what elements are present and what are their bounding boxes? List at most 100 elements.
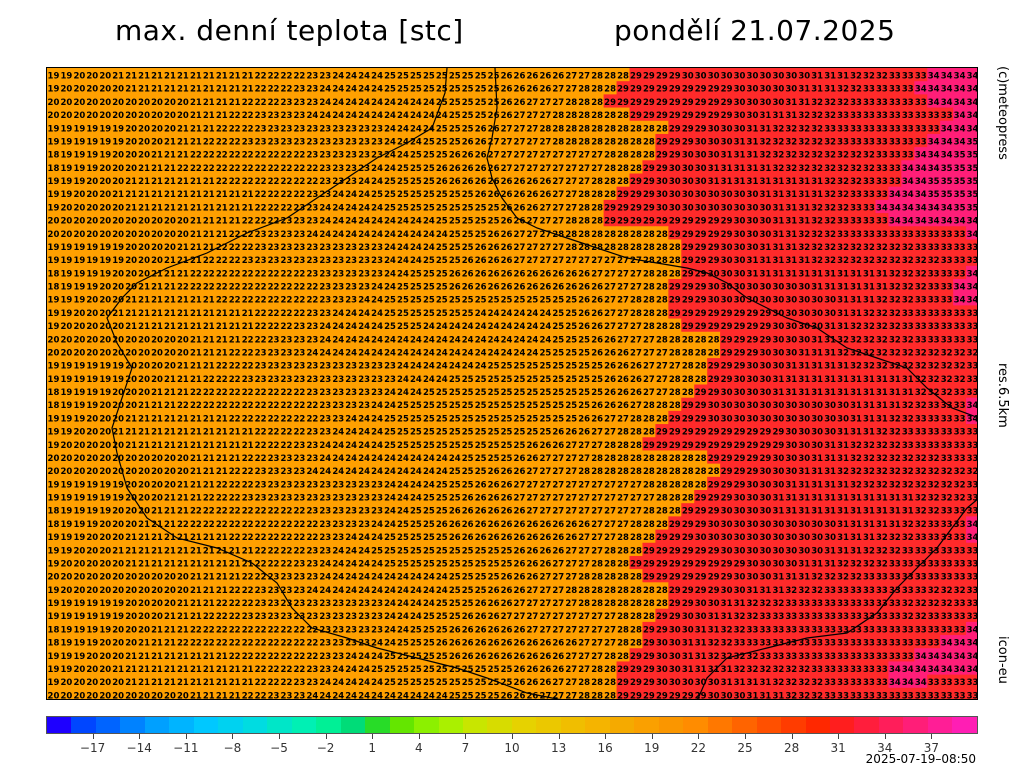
grid-value: 30: [824, 296, 836, 306]
grid-value: 33: [928, 335, 940, 345]
grid-value: 29: [708, 230, 720, 240]
grid-value: 21: [177, 190, 189, 200]
grid-value: 25: [397, 190, 409, 200]
grid-value: 19: [60, 243, 72, 253]
grid-value: 22: [293, 151, 305, 161]
grid-value: 24: [371, 296, 383, 306]
grid-value: 32: [876, 296, 888, 306]
grid-value: 20: [164, 335, 176, 345]
grid-value: 23: [371, 269, 383, 279]
grid-value: 34: [954, 296, 966, 306]
grid-value: 28: [591, 98, 603, 108]
grid-value: 21: [190, 243, 202, 253]
grid-value: 22: [255, 335, 267, 345]
grid-value: 24: [514, 335, 526, 345]
grid-cell: [370, 68, 385, 82]
grid-value: 24: [475, 335, 487, 345]
grid-value: 20: [177, 348, 189, 358]
grid-value: 24: [423, 111, 435, 121]
grid-value: 29: [682, 243, 694, 253]
grid-value: 23: [319, 124, 331, 134]
grid-value: 22: [216, 124, 228, 134]
grid-value: 28: [630, 124, 642, 134]
grid-value: 33: [941, 230, 953, 240]
grid-value: 32: [824, 203, 836, 213]
grid-value: 23: [306, 203, 318, 213]
grid-value: 26: [514, 203, 526, 213]
grid-value: 32: [876, 322, 888, 332]
grid-value: 28: [565, 98, 577, 108]
grid-value: 31: [759, 269, 771, 279]
grid-value: 33: [863, 203, 875, 213]
grid-value: 28: [643, 137, 655, 147]
grid-value: 30: [759, 217, 771, 227]
grid-value: 33: [889, 164, 901, 174]
grid-value: 21: [125, 203, 137, 213]
grid-value: 29: [695, 256, 707, 266]
grid-value: 22: [229, 348, 241, 358]
grid-value: 23: [306, 72, 318, 82]
grid-cell: [124, 68, 139, 82]
grid-value: 22: [255, 72, 267, 82]
grid-value: 32: [824, 243, 836, 253]
grid-value: 25: [397, 322, 409, 332]
grid-value: 22: [293, 190, 305, 200]
grid-value: 23: [319, 164, 331, 174]
grid-value: 25: [423, 164, 435, 174]
grid-value: 34: [954, 111, 966, 121]
grid-value: 23: [371, 256, 383, 266]
grid-value: 23: [319, 269, 331, 279]
grid-value: 30: [798, 72, 810, 82]
grid-value: 33: [967, 309, 978, 319]
grid-value: 20: [138, 98, 150, 108]
grid-value: 26: [475, 256, 487, 266]
grid-value: 21: [190, 85, 202, 95]
grid-value: 34: [954, 137, 966, 147]
grid-value: 23: [306, 98, 318, 108]
grid-value: 23: [242, 137, 254, 147]
grid-value: 22: [281, 309, 293, 319]
grid-value: 29: [617, 203, 629, 213]
grid-value: 34: [954, 85, 966, 95]
grid-value: 21: [112, 309, 124, 319]
grid-value: 31: [850, 283, 862, 293]
grid-value: 31: [772, 269, 784, 279]
grid-value: 29: [682, 85, 694, 95]
grid-value: 25: [436, 217, 448, 227]
grid-value: 32: [915, 256, 927, 266]
grid-value: 25: [475, 72, 487, 82]
grid-value: 21: [203, 177, 215, 187]
grid-value: 34: [915, 203, 927, 213]
grid-cell: [707, 68, 721, 82]
grid-value: 22: [281, 269, 293, 279]
grid-value: 21: [151, 203, 163, 213]
grid-value: 25: [526, 296, 538, 306]
grid-value: 23: [268, 243, 280, 253]
grid-value: 25: [436, 269, 448, 279]
grid-value: 31: [785, 177, 797, 187]
grid-value: 23: [268, 111, 280, 121]
grid-value: 32: [798, 124, 810, 134]
grid-value: 23: [306, 256, 318, 266]
grid-value: 28: [552, 137, 564, 147]
grid-value: 23: [293, 85, 305, 95]
grid-value: 32: [876, 256, 888, 266]
grid-value: 29: [682, 256, 694, 266]
grid-value: 33: [876, 137, 888, 147]
grid-value: 33: [876, 177, 888, 187]
grid-value: 32: [811, 256, 823, 266]
grid-value: 27: [526, 111, 538, 121]
grid-value: 25: [397, 164, 409, 174]
grid-value: 22: [216, 296, 228, 306]
grid-value: 30: [708, 296, 720, 306]
grid-value: 21: [151, 85, 163, 95]
grid-value: 27: [526, 151, 538, 161]
grid-value: 23: [268, 137, 280, 147]
grid-value: 21: [203, 124, 215, 134]
temperature-map: 19 19 20 20 20 21 21 21 21 21 21 21 21 21 21 21 22 22 22 22…: [46, 67, 978, 700]
grid-value: 23: [255, 230, 267, 240]
grid-value: 32: [772, 151, 784, 161]
grid-value: 20: [125, 335, 137, 345]
grid-value: 21: [164, 269, 176, 279]
grid-value: 20: [86, 322, 98, 332]
